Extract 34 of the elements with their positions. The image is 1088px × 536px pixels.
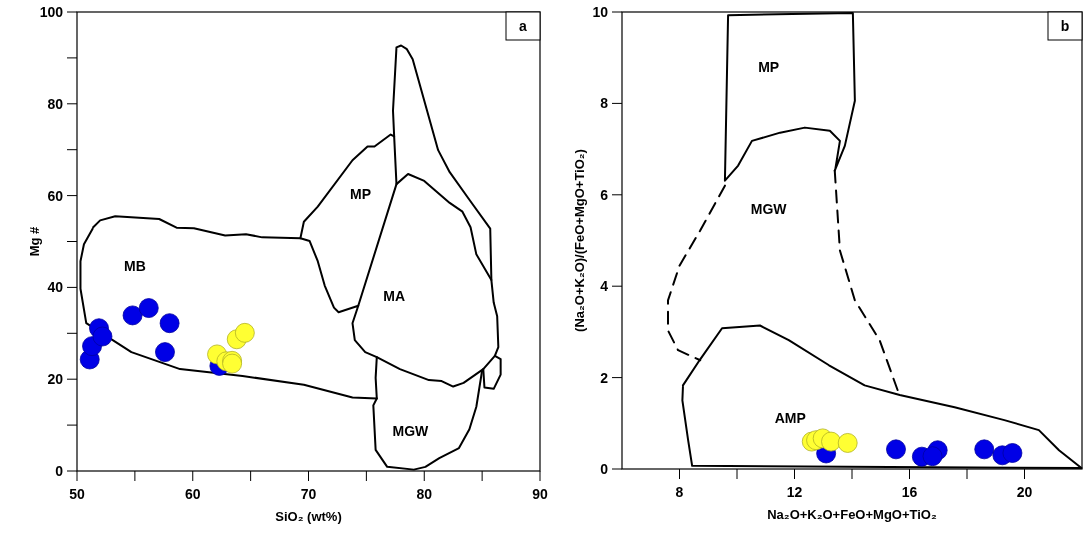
x-tick-label: 8 [675,484,684,500]
x-axis-title: SiO₂ (wt%) [275,509,342,524]
y-axis-title: Mg # [27,225,42,257]
annotation: MA [383,288,406,305]
x-tick-label: 80 [416,486,433,502]
annotation: MGW [392,423,430,440]
x-tick-label: 60 [184,486,201,502]
x-tick-label: 16 [901,484,918,500]
y-tick-label: 60 [47,187,64,204]
y-tick-label: 20 [47,371,64,388]
annotation: MP [350,185,372,202]
y-tick-label: 6 [600,186,609,203]
y-tick-label: 0 [55,463,64,479]
annotation: MGW [750,200,788,217]
x-tick-label: 90 [532,486,548,502]
y-tick-label: 0 [600,461,609,477]
x-tick-label: 70 [300,486,317,502]
y-tick-label: 8 [600,95,609,112]
annotation: MP [758,58,780,75]
annotation: a [519,18,528,34]
annotation: MB [123,258,146,275]
annotation: AMP [774,410,806,427]
y-axis-title: (Na₂O+K₂O)/(FeO+MgO+TiO₂) [572,149,587,332]
y-tick-label: 40 [47,279,64,296]
x-tick-label: 20 [1016,484,1033,500]
y-tick-label: 4 [600,278,609,295]
annotation: b [1060,18,1070,34]
y-tick-label: 10 [592,4,609,20]
x-tick-label: 12 [786,484,803,500]
x-axis-title: Na₂O+K₂O+FeO+MgO+TiO₂ [767,507,937,522]
x-tick-label: 50 [69,486,85,502]
y-tick-label: 100 [39,4,64,20]
y-tick-label: 2 [600,369,609,386]
y-tick-label: 80 [47,95,64,112]
